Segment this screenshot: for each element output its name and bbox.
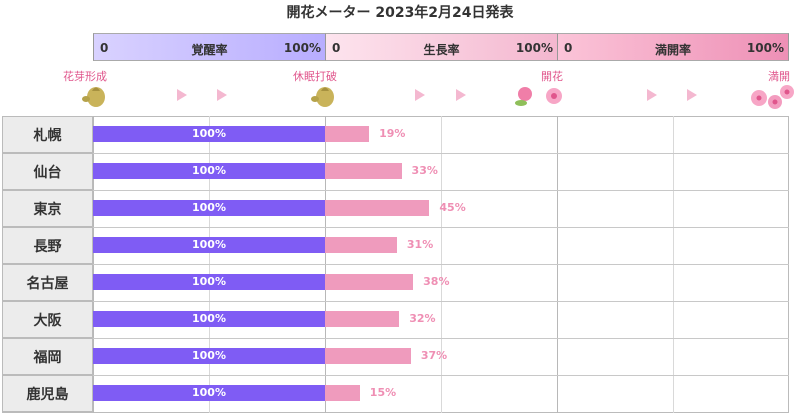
bud-icon (82, 87, 105, 107)
row-divider (93, 153, 789, 154)
phase-start: 0 (564, 41, 573, 55)
growth-value-label: 45% (439, 201, 466, 214)
phase-end: 100% (515, 41, 553, 55)
row-label: 大阪 (2, 301, 93, 338)
phase-start: 0 (332, 41, 341, 55)
row-label: 長野 (2, 227, 93, 264)
growth-bar (325, 385, 360, 401)
row-divider (93, 190, 789, 191)
progress-icons (82, 85, 794, 109)
growth-value-label: 31% (406, 238, 434, 251)
phase-start: 0 (100, 41, 109, 55)
phase-header-bloom: 満開率 0 100% (557, 33, 789, 61)
row-label: 名古屋 (2, 264, 93, 301)
dormancy-bar: 100% (93, 163, 325, 179)
growth-value-label: 15% (369, 386, 397, 399)
growth-bar (325, 237, 397, 253)
dormancy-bar: 100% (93, 237, 325, 253)
phase-header-growth: 生長率 0 100% (325, 33, 557, 61)
milestone-bud-formation: 花芽形成 (63, 70, 107, 83)
blossom-icon (546, 88, 562, 104)
phase-end: 100% (746, 41, 784, 55)
dormancy-bar: 100% (93, 200, 325, 216)
milestone-flowering: 開花 (541, 70, 563, 83)
arrow-icon (647, 89, 697, 101)
row-divider (93, 375, 789, 376)
blossom-cluster-icon (751, 85, 794, 109)
growth-value-label: 37% (420, 349, 448, 362)
dormancy-bar: 100% (93, 385, 325, 401)
arrow-icon (415, 89, 466, 101)
growth-bar (325, 126, 370, 142)
growth-bar (325, 311, 400, 327)
phase-name: 満開率 (654, 43, 691, 57)
growth-bar (325, 348, 411, 364)
growth-value-label: 33% (411, 164, 438, 177)
arrow-icon (177, 89, 227, 101)
milestone-dormancy-break: 休眠打破 (293, 70, 337, 83)
dormancy-bar: 100% (93, 311, 325, 327)
opening-bud-icon (515, 87, 532, 106)
phase-end: 100% (283, 41, 321, 55)
phase-name: 生長率 (423, 43, 460, 57)
row-divider (93, 301, 789, 302)
growth-bar (325, 274, 414, 290)
bud-icon (311, 87, 334, 107)
growth-value-label: 19% (379, 127, 406, 140)
row-divider (93, 264, 789, 265)
chart-title: 開花メーター 2023年2月24日発表 (286, 5, 514, 21)
growth-bar (325, 163, 402, 179)
row-label: 札幌 (2, 116, 93, 153)
row-label: 仙台 (2, 153, 93, 190)
dormancy-bar: 100% (93, 348, 325, 364)
growth-bar (325, 200, 430, 216)
row-label: 福岡 (2, 338, 93, 375)
dormancy-bar: 100% (93, 274, 325, 290)
row-label: 東京 (2, 190, 93, 227)
milestone-full-bloom: 満開 (768, 70, 790, 83)
row-label: 鹿児島 (2, 375, 93, 412)
growth-value-label: 32% (409, 312, 436, 325)
row-divider (93, 338, 789, 339)
phase-header-dormancy: 覚醒率 0 100% (93, 33, 325, 61)
growth-value-label: 38% (423, 275, 450, 288)
row-divider (93, 227, 789, 228)
phase-name: 覚醒率 (191, 43, 228, 57)
dormancy-bar: 100% (93, 126, 325, 142)
